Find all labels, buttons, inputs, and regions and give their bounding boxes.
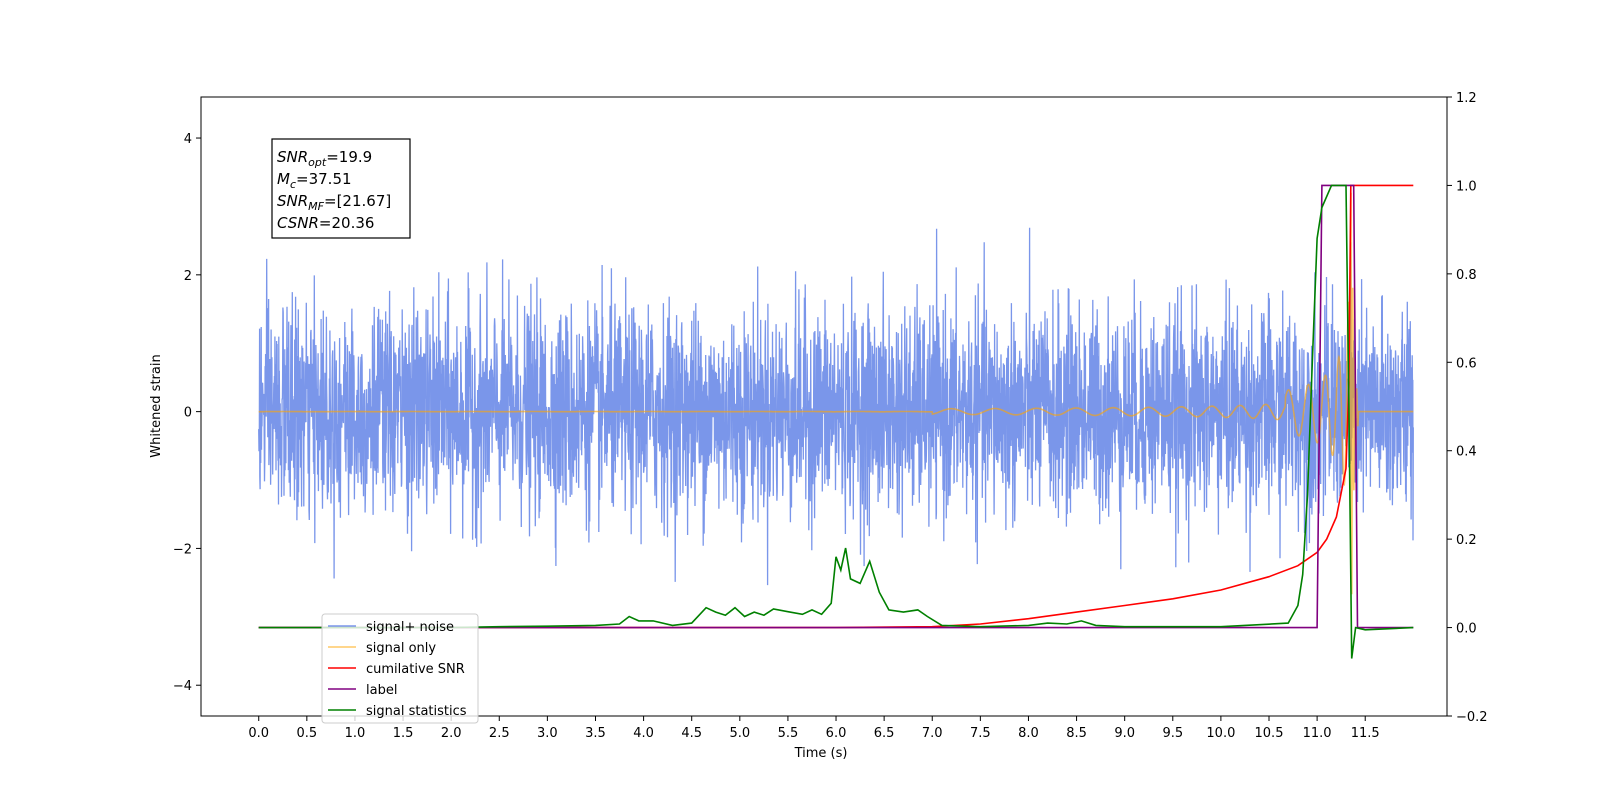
x-tick-label: 4.0 (633, 726, 654, 741)
x-tick-label: 10.5 (1255, 726, 1284, 741)
x-tick-label: 10.0 (1206, 726, 1235, 741)
y-tick-label: −4 (173, 679, 192, 694)
x-tick-label: 6.5 (874, 726, 895, 741)
x-tick-label: 1.5 (393, 726, 414, 741)
x-tick-label: 5.0 (729, 726, 750, 741)
series-signal-statistics (258, 184, 1414, 659)
x-tick-label: 7.5 (970, 726, 991, 741)
legend-label: signal statistics (366, 704, 467, 719)
y2-tick-label: 0.4 (1456, 445, 1477, 460)
y-tick-label: 2 (184, 269, 192, 284)
x-tick-label: 11.0 (1303, 726, 1332, 741)
y-axis-right: −0.2 0.0 0.2 0.4 0.6 0.8 1.0 1.2 (1447, 91, 1488, 725)
series-signal-noise (258, 227, 1414, 586)
annotation-line: CSNR=20.36 (277, 214, 374, 232)
x-tick-label: 0.0 (248, 726, 269, 741)
x-tick-label: 8.0 (1018, 726, 1039, 741)
y-axis-label: Whitened strain (149, 354, 164, 457)
x-axis-label: Time (s) (794, 746, 848, 761)
y2-tick-label: 0.6 (1456, 356, 1477, 371)
y-tick-label: 0 (184, 406, 192, 421)
x-tick-label: 2.5 (489, 726, 510, 741)
legend-label: signal only (366, 641, 436, 656)
legend-label: label (366, 683, 397, 698)
y2-tick-label: 1.0 (1456, 179, 1477, 194)
legend-label: cumilative SNR (366, 662, 465, 677)
x-tick-label: 9.0 (1114, 726, 1135, 741)
axes-frame (200, 96, 1448, 717)
y2-tick-label: 0.0 (1456, 622, 1477, 637)
y-axis-left: −4 −2 0 2 4 (173, 132, 201, 694)
plot-area (258, 184, 1414, 659)
x-tick-label: 0.5 (296, 726, 317, 741)
y-tick-label: 4 (184, 132, 192, 147)
x-tick-label: 6.0 (826, 726, 847, 741)
y-tick-label: −2 (173, 542, 192, 557)
x-tick-label: 11.5 (1351, 726, 1380, 741)
annotation-box: SNRopt=19.9Mc=37.51SNRMF=[21.67]CSNR=20.… (271, 138, 411, 239)
y2-tick-label: 1.2 (1456, 91, 1477, 106)
x-tick-label: 4.5 (681, 726, 702, 741)
x-tick-label: 7.0 (922, 726, 943, 741)
x-tick-label: 3.5 (585, 726, 606, 741)
x-tick-label: 8.5 (1066, 726, 1087, 741)
legend: signal+ noise signal only cumilative SNR la… (321, 613, 479, 724)
y2-tick-label: −0.2 (1456, 710, 1488, 725)
annotation-line: SNRMF=[21.67] (277, 192, 391, 213)
x-tick-label: 1.0 (345, 726, 366, 741)
legend-label: signal+ noise (366, 620, 454, 635)
annotation-line: SNRopt=19.9 (277, 148, 372, 169)
y2-tick-label: 0.8 (1456, 268, 1477, 283)
x-axis: 0.0 0.5 1.0 1.5 2.0 2.5 3.0 3.5 4.0 4.5 5.0 5.5 6.0 6… (248, 716, 1380, 741)
annotation-line: Mc=37.51 (277, 170, 352, 191)
x-tick-label: 9.5 (1162, 726, 1183, 741)
x-tick-label: 2.0 (441, 726, 462, 741)
x-tick-label: 3.0 (537, 726, 558, 741)
x-tick-label: 5.5 (778, 726, 799, 741)
y2-tick-label: 0.2 (1456, 533, 1477, 548)
series-signal-only (258, 192, 1414, 595)
